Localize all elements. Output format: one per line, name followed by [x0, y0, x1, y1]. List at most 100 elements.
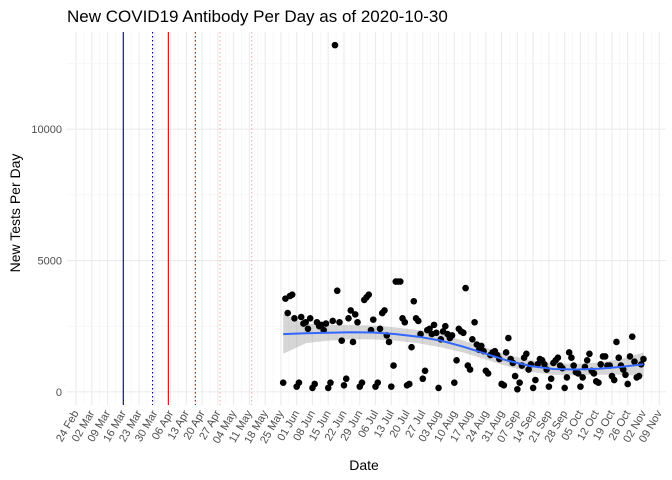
- data-point: [583, 357, 591, 364]
- data-point: [358, 379, 366, 386]
- data-point: [597, 360, 604, 368]
- data-point: [374, 379, 382, 386]
- data-point: [624, 380, 632, 388]
- grid: [67, 32, 666, 405]
- data-point: [306, 315, 314, 322]
- data-point: [295, 379, 303, 386]
- data-point: [453, 357, 460, 364]
- policy-lines: [122, 32, 253, 405]
- data-point: [381, 307, 388, 314]
- data-point: [622, 371, 629, 379]
- y-tick-label: 5000: [38, 256, 62, 268]
- data-point: [442, 322, 449, 330]
- data-point: [471, 318, 478, 326]
- data-point: [478, 342, 485, 350]
- data-point: [500, 381, 508, 389]
- data-point: [451, 379, 458, 386]
- data-point: [635, 372, 643, 380]
- data-point: [387, 383, 395, 390]
- data-point: [484, 370, 492, 377]
- data-point: [577, 383, 584, 390]
- data-point: [610, 376, 618, 384]
- data-point: [340, 381, 348, 389]
- data-point: [435, 384, 442, 392]
- data-point: [390, 362, 397, 369]
- data-point: [302, 318, 309, 326]
- data-point: [563, 374, 571, 381]
- y-axis-title: New Tests Per Day: [7, 154, 23, 273]
- data-point: [279, 379, 287, 386]
- data-point: [511, 372, 519, 380]
- data-point: [433, 329, 440, 337]
- data-point: [466, 366, 474, 373]
- data-point: [541, 360, 548, 368]
- chart-title: New COVID19 Antibody Per Day as of 2020-…: [67, 7, 448, 26]
- data-point: [327, 379, 334, 386]
- data-point: [408, 343, 415, 351]
- data-point: [529, 384, 537, 392]
- data-point: [336, 318, 343, 326]
- y-axis-ticks: 0 5000 10000: [31, 124, 62, 399]
- data-point: [365, 291, 373, 298]
- data-point: [410, 297, 418, 305]
- data-point: [514, 385, 521, 393]
- data-point: [619, 366, 627, 373]
- data-point: [626, 353, 634, 360]
- y-tick-label: 10000: [31, 124, 62, 136]
- data-point: [351, 311, 359, 318]
- data-point: [347, 307, 355, 314]
- data-point: [561, 384, 568, 392]
- data-point: [288, 291, 296, 298]
- data-point: [547, 375, 555, 383]
- data-point: [595, 379, 602, 386]
- data-point: [579, 374, 586, 381]
- data-point: [525, 366, 532, 373]
- data-point: [554, 354, 562, 362]
- y-tick-label: 0: [56, 387, 62, 399]
- data-point: [565, 349, 573, 356]
- x-axis-title: Date: [349, 457, 379, 473]
- data-point: [417, 330, 424, 338]
- data-point: [523, 350, 530, 358]
- data-point: [574, 370, 582, 377]
- data-point: [414, 317, 422, 325]
- data-point: [460, 329, 467, 337]
- data-point: [590, 370, 598, 377]
- data-point: [570, 362, 577, 369]
- data-point: [613, 338, 620, 346]
- data-point: [430, 321, 438, 329]
- trend-line: [283, 331, 644, 371]
- data-point: [354, 318, 361, 326]
- data-point: [516, 379, 523, 386]
- data-point: [421, 367, 429, 375]
- data-point: [462, 284, 469, 292]
- data-point: [405, 380, 413, 388]
- data-point: [376, 325, 384, 333]
- data-point: [311, 380, 319, 388]
- data-point: [324, 384, 332, 392]
- data-point: [369, 316, 377, 323]
- data-point: [396, 278, 404, 285]
- data-point: [545, 383, 553, 390]
- data-point: [320, 326, 328, 334]
- data-point: [322, 320, 330, 327]
- data-point: [631, 358, 638, 365]
- data-point: [342, 375, 350, 383]
- data-point: [615, 354, 623, 362]
- data-point: [532, 376, 539, 384]
- data-point: [349, 338, 357, 346]
- data-point: [640, 355, 647, 363]
- data-point: [304, 325, 312, 333]
- data-point: [333, 287, 341, 295]
- data-point: [329, 317, 337, 325]
- data-point: [601, 353, 609, 360]
- data-point: [385, 338, 393, 346]
- data-point: [297, 313, 305, 321]
- data-point: [426, 325, 433, 333]
- data-point: [291, 315, 298, 322]
- data-point: [628, 333, 636, 341]
- data-point: [505, 334, 512, 342]
- data-point: [401, 318, 409, 326]
- trend-line-path: [283, 331, 644, 371]
